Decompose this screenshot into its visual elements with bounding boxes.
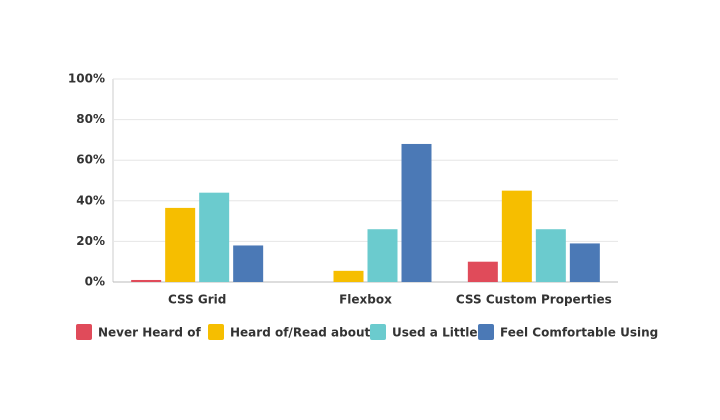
bar [165,207,196,282]
bar [535,229,566,282]
bar [501,190,532,282]
x-tick-label: CSS Custom Properties [456,293,612,307]
legend-swatch [76,324,92,340]
bar [467,261,498,282]
legend-swatch [208,324,224,340]
bar [131,279,162,282]
y-tick-label: 100% [68,72,105,86]
y-tick-label: 40% [76,193,105,207]
bar [233,245,264,282]
legend-swatch [370,324,386,340]
y-tick-label: 60% [76,153,105,167]
legend-swatch [478,324,494,340]
y-tick-label: 80% [76,112,105,126]
bar [367,229,398,282]
bar [333,270,364,282]
legend-label: Never Heard of [98,326,201,340]
y-tick-label: 20% [76,234,105,248]
x-tick-label: CSS Grid [168,293,226,307]
legend-label: Feel Comfortable Using [500,326,658,340]
legend-label: Used a Little [392,326,478,340]
legend-label: Heard of/Read about [230,326,371,340]
bar [569,243,600,282]
x-tick-label: Flexbox [339,293,392,307]
bar [199,192,230,282]
bar [401,143,432,282]
y-tick-label: 0% [85,275,105,289]
